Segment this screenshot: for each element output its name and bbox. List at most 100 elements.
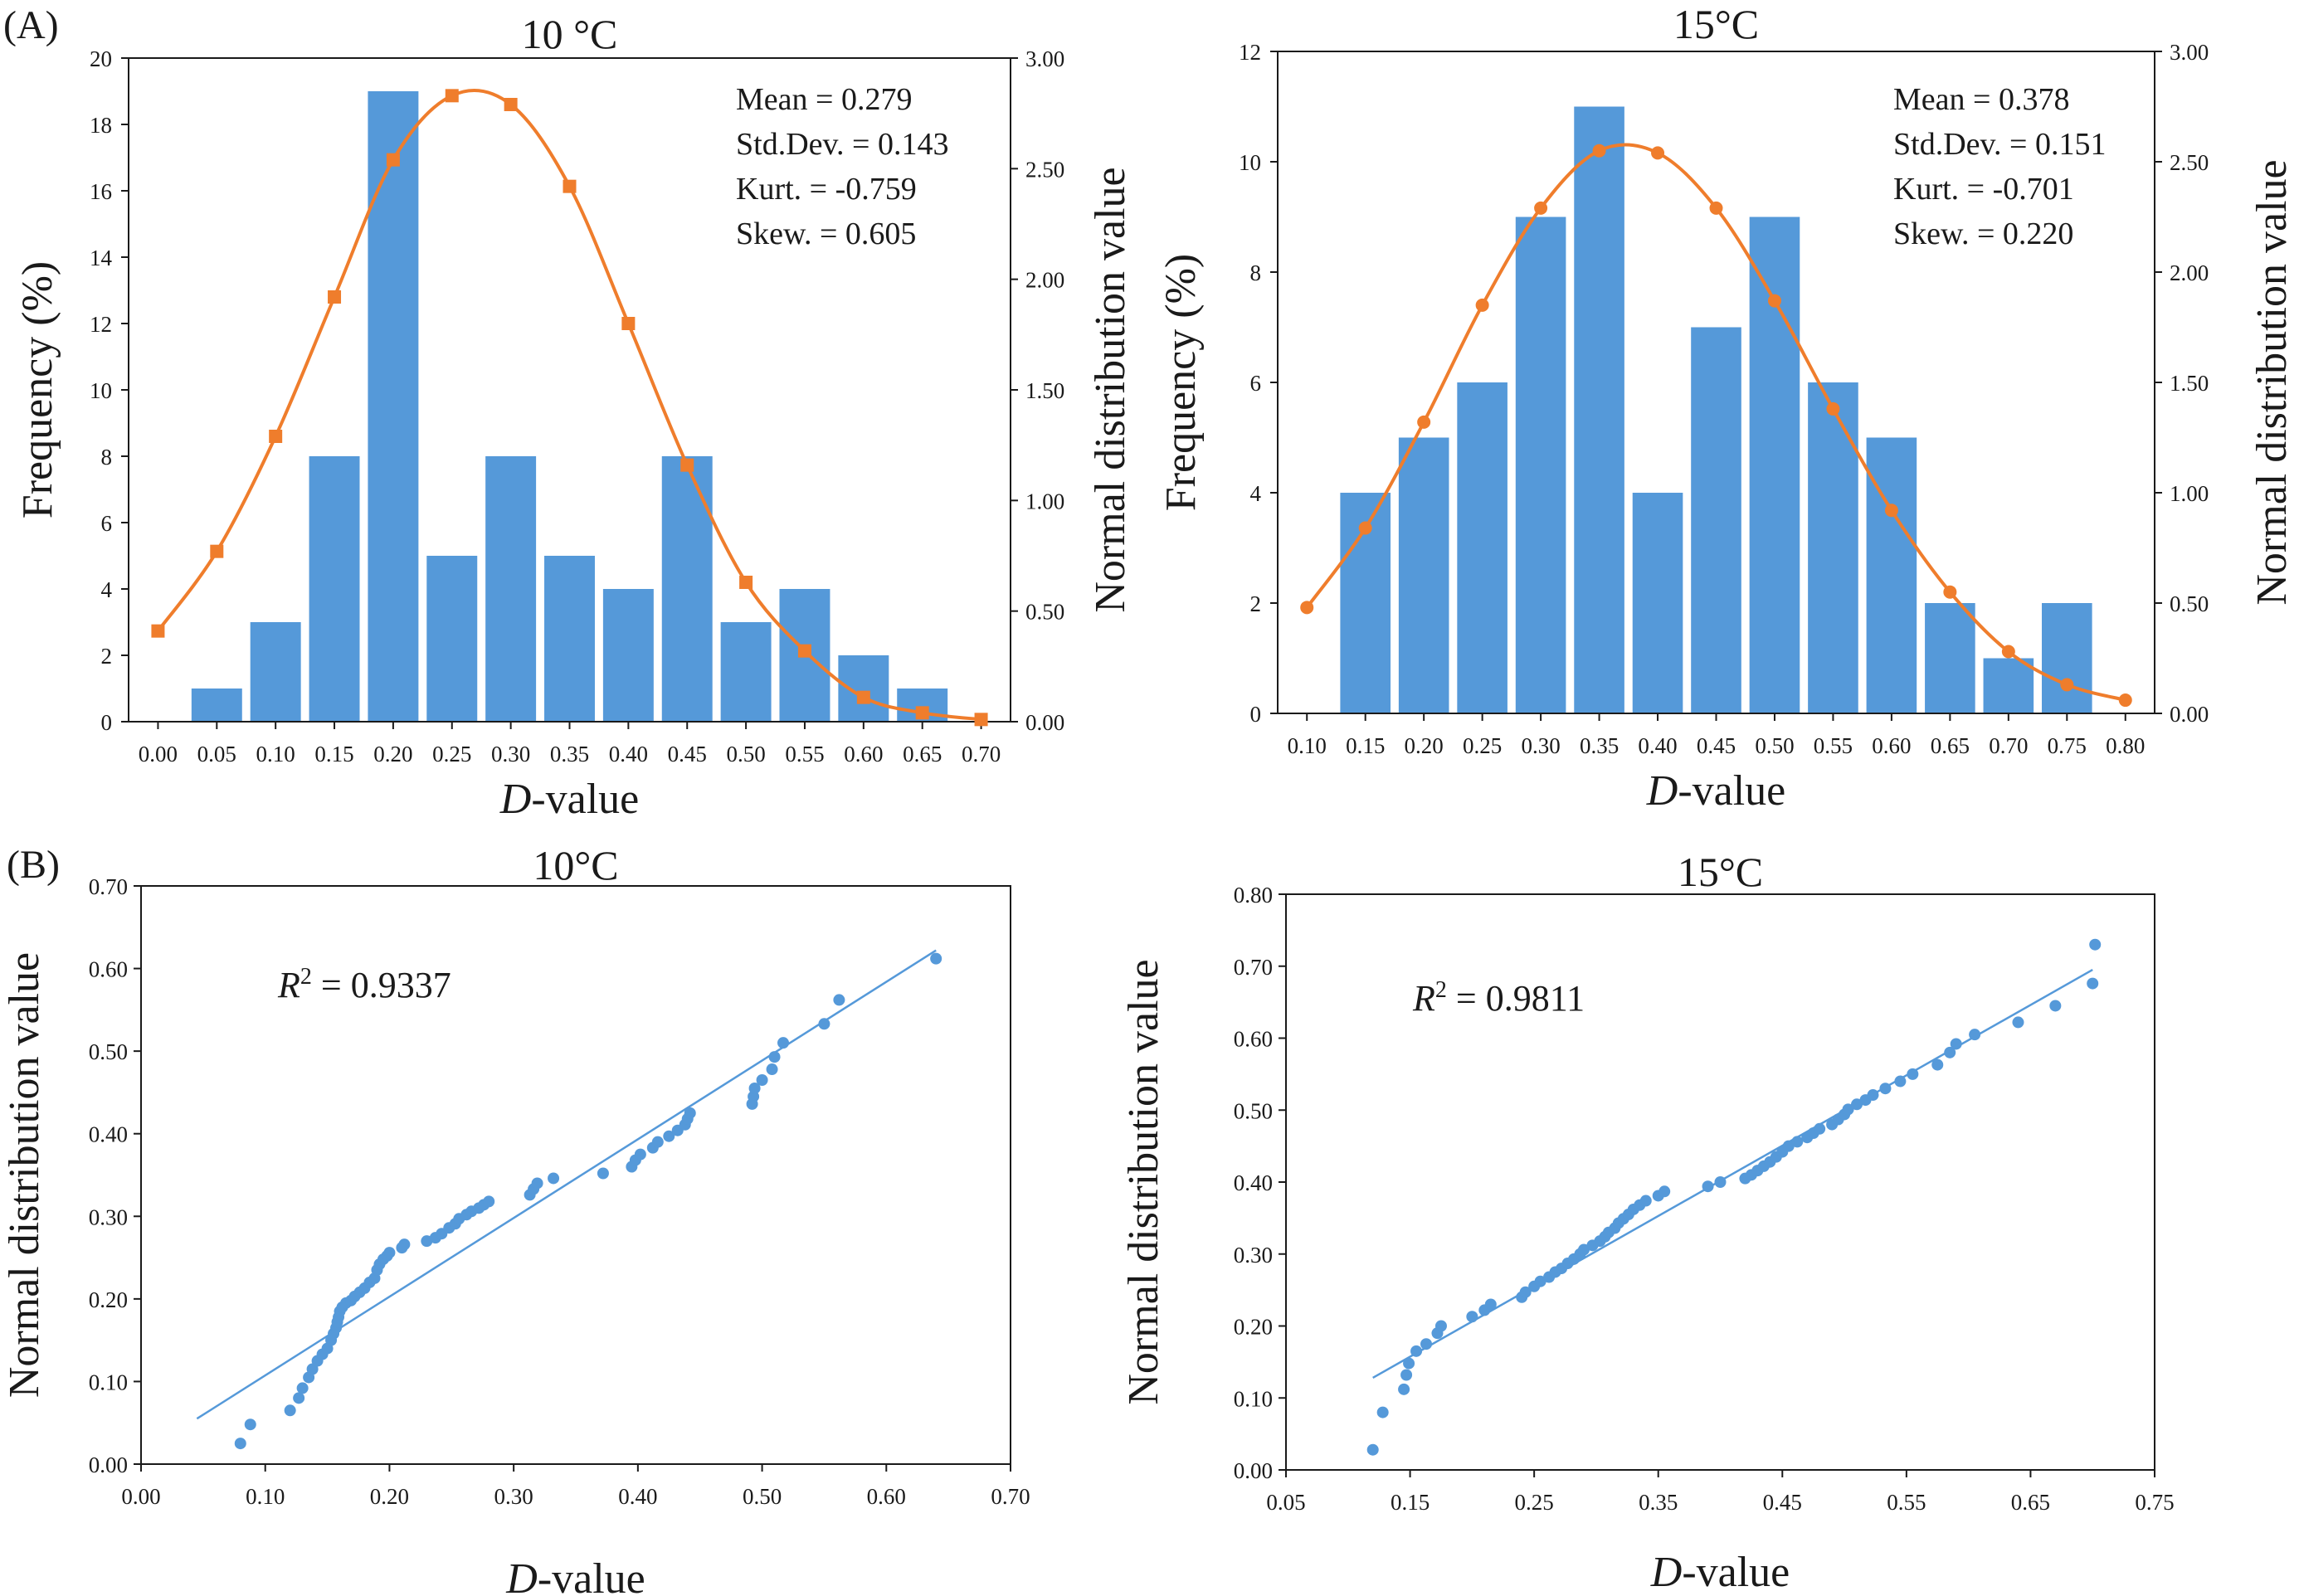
data-point (483, 1195, 495, 1208)
bar (1632, 493, 1683, 713)
curve-point (1884, 504, 1898, 518)
y-tick-label: 18 (90, 113, 112, 138)
curve-point (739, 576, 753, 589)
data-point (1420, 1338, 1433, 1350)
curve-point (1651, 146, 1665, 160)
stat-text: Std.Dev. = 0.151 (1893, 127, 2106, 162)
x-axis-label-italic: D (505, 1555, 538, 1596)
x-tick-label: 0.40 (609, 742, 648, 766)
curve-point (386, 153, 400, 167)
normal-plot-15c: 0.00 0.10 0.20 0.30 0.40 0.50 0.60 0.70 0.80 0.05… (1120, 849, 2175, 1596)
r-squared-label: R2 = 0.9811 (1412, 977, 1585, 1019)
data-point (1400, 1369, 1413, 1381)
data-point (663, 1130, 675, 1142)
y-tick-label: 0 (101, 710, 113, 735)
r-squared-symbol: R (1412, 978, 1435, 1019)
y-axis-label: Normal distribution value (1, 952, 48, 1398)
curve-point (621, 317, 636, 330)
y-tick-label: 8 (1250, 260, 1262, 285)
y2-tick-label: 1.50 (1025, 378, 1064, 403)
x-tick-label: 0.20 (370, 1484, 409, 1509)
data-point (1950, 1038, 1962, 1050)
data-point (1842, 1103, 1854, 1116)
x-tick-label: 0.05 (1266, 1490, 1305, 1515)
bar (1457, 382, 1508, 713)
x-tick-label: 0.25 (1515, 1490, 1554, 1515)
bar (1808, 382, 1858, 713)
data-point (244, 1418, 256, 1431)
x-tick-label: 0.65 (2011, 1490, 2050, 1515)
y-tick-label: 0.30 (1234, 1243, 1273, 1268)
panel-label-a: (A) (3, 3, 59, 47)
x-tick-label: 0.70 (991, 1484, 1030, 1509)
data-point (1639, 1195, 1652, 1207)
data-point (1577, 1243, 1590, 1256)
data-point (756, 1073, 768, 1086)
curve-point (915, 706, 929, 720)
x-tick-label: 0.00 (139, 742, 178, 766)
x-axis-label: D-value (1650, 1549, 1790, 1596)
x-tick-label: 0.15 (1346, 733, 1385, 758)
y-tick-label: 20 (90, 46, 112, 71)
data-point (1867, 1089, 1879, 1102)
y-tick-label: 0.80 (1234, 883, 1273, 907)
x-tick-label: 0.70 (962, 742, 1001, 766)
normal-plot-10c: 0.00 0.10 0.20 0.30 0.40 0.50 0.60 0.70 0.00 0.10… (1, 842, 1030, 1596)
data-point (1851, 1098, 1863, 1111)
x-tick-label: 0.25 (432, 742, 471, 766)
data-point (531, 1177, 543, 1190)
chart-title: 15°C (1673, 1, 1759, 47)
data-point (1398, 1383, 1410, 1395)
stat-text: Kurt. = -0.701 (1893, 172, 2074, 207)
data-point (768, 1051, 781, 1063)
curve-point (210, 544, 224, 558)
x-tick-label: 0.35 (550, 742, 589, 766)
bar (602, 589, 654, 722)
data-point (651, 1136, 664, 1148)
data-point (2012, 1016, 2024, 1029)
histogram-10c: 0 2 4 6 8 10 12 14 16 18 20 0.00 0.50 1.00 1.50 2.00 2.5… (14, 11, 1134, 823)
curve-point (974, 713, 988, 727)
y-tick-label: 6 (1250, 371, 1262, 396)
y2-tick-label: 1.00 (1025, 489, 1064, 513)
data-point (1434, 1320, 1447, 1332)
y-tick-label: 0.00 (89, 1452, 128, 1477)
chart-title: 15°C (1678, 849, 1763, 895)
data-point (548, 1172, 560, 1185)
data-point (634, 1148, 646, 1161)
bar (1691, 327, 1741, 713)
x-axis-label: D-value (505, 1555, 645, 1596)
y2-tick-label: 0.00 (2170, 702, 2209, 727)
x-tick-label: 0.30 (491, 742, 530, 766)
y2-tick-label: 2.50 (1025, 157, 1064, 182)
data-point (1484, 1298, 1497, 1311)
y-tick-label: 6 (101, 511, 113, 536)
y-tick-label: 0.20 (1234, 1315, 1273, 1340)
data-point (684, 1107, 696, 1119)
stat-text: Mean = 0.378 (1893, 82, 2069, 117)
x-tick-label: 0.65 (903, 742, 942, 766)
x-tick-label: 0.50 (1755, 733, 1794, 758)
stat-text: Kurt. = -0.759 (736, 172, 917, 207)
r-squared-symbol: R (277, 965, 300, 1005)
plot-frame (140, 885, 1011, 1465)
stat-text: Skew. = 0.605 (736, 217, 916, 251)
data-point (1466, 1311, 1478, 1323)
y-tick-label: 0.50 (1234, 1098, 1273, 1123)
x-tick-label: 0.60 (867, 1484, 906, 1509)
x-tick-label: 0.45 (1763, 1490, 1802, 1515)
data-point (2049, 1000, 2062, 1012)
curve-point (2001, 645, 2015, 659)
curve-point (1943, 585, 1957, 599)
data-point (1969, 1029, 1981, 1041)
bar (191, 689, 242, 722)
y-tick-label: 0.60 (1234, 1027, 1273, 1052)
r-squared-label: R2 = 0.9337 (277, 964, 451, 1005)
histogram-15c: 0 2 4 6 8 10 12 0.00 0.50 1.00 1.50 2.00 2.50 3.00 0.1… (1157, 1, 2296, 815)
x-tick-label: 0.00 (121, 1484, 160, 1509)
curve-point (445, 89, 459, 103)
x-axis-label-rest: -value (538, 1555, 645, 1596)
data-point (2087, 977, 2099, 990)
curve-point (680, 458, 694, 472)
bar (720, 622, 772, 722)
